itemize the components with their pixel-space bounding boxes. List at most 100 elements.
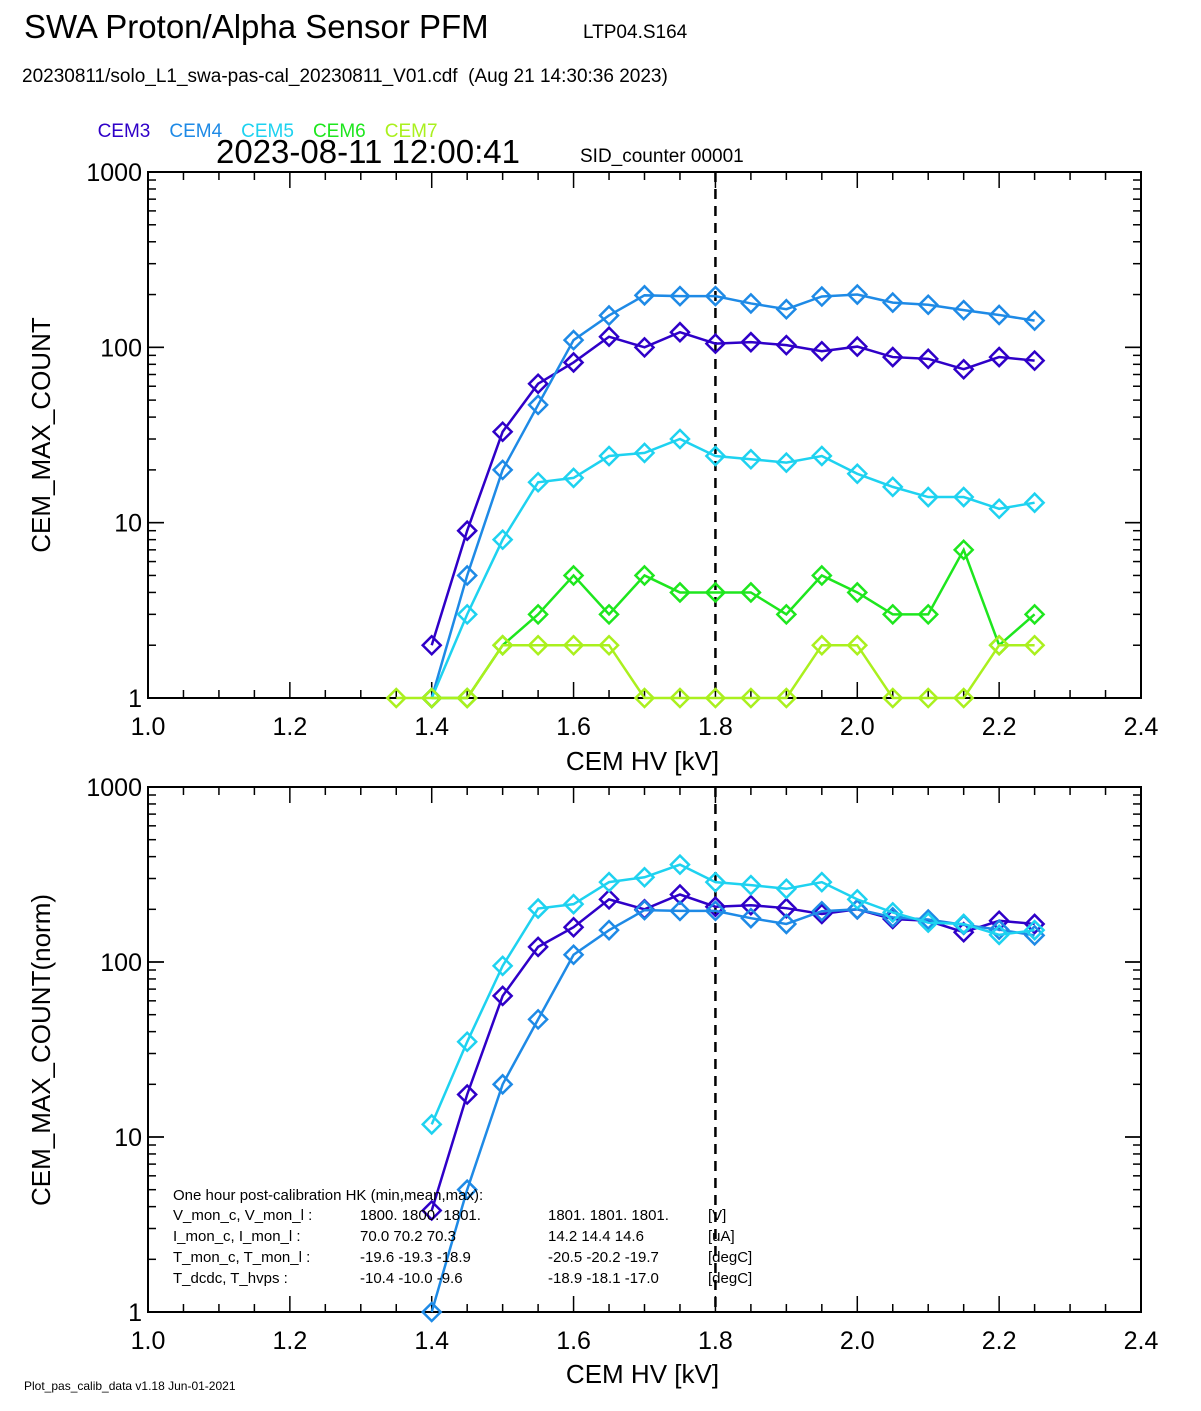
data-point-cem7 [633,687,656,709]
data-point-cem6 [669,581,691,604]
data-point-cem3 [456,1083,478,1106]
data-point-cem5 [917,911,939,934]
y-axis-label: CEM_MAX_COUNT [26,317,56,553]
data-point-cem3 [846,335,869,358]
data-point-cem5 [775,878,798,900]
data-point-cem4 [562,943,585,966]
data-point-cem4 [420,1301,443,1323]
hk-row-label: T_dcdc, T_hvps : [173,1270,288,1287]
x-tick-label: 1.4 [414,1327,449,1355]
data-point-cem5 [633,442,656,464]
legend-entry-cem4: CEM4 [169,121,223,142]
main-title: SWA Proton/Alpha Sensor PFM [24,8,489,45]
data-point-cem5 [562,467,585,489]
data-point-cem4 [527,394,549,416]
data-point-cem4 [988,304,1010,326]
data-point-cem4 [1023,309,1046,332]
data-point-cem7 [527,634,549,656]
data-point-cem5 [1023,491,1046,514]
data-point-cem5 [846,463,869,485]
data-point-cem6 [527,603,549,626]
x-tick-label: 1.6 [556,1327,591,1355]
data-point-cem4 [775,913,798,935]
data-point-cem5 [527,897,549,920]
data-point-cem6 [952,539,975,561]
data-point-cem3 [491,420,514,443]
plot-frame [147,171,1142,699]
x-tick-label: 1.2 [272,713,307,741]
data-point-cem3 [562,351,585,374]
data-point-cem3 [633,336,656,359]
data-point-cem7 [491,634,514,656]
x-tick-label: 1.2 [272,1327,307,1355]
x-tick-label: 1.0 [131,713,166,741]
data-point-cem3 [917,348,939,370]
y-tick-label: 10 [114,510,142,538]
data-point-cem4 [598,304,620,327]
data-point-cem3 [669,321,691,343]
data-point-cem6 [704,581,727,604]
data-point-cem4 [633,899,656,921]
x-axis-label: CEM HV [kV] [566,1359,719,1389]
legend-entry-cem6: CEM6 [312,121,366,142]
data-point-cem4 [775,298,798,320]
x-tick-label: 1.8 [698,713,733,741]
data-point-cem7 [704,687,727,709]
data-point-cem4 [704,900,727,922]
hk-row-l-values: -18.9 -18.1 -17.0 [548,1270,659,1287]
data-point-cem5 [740,874,762,896]
data-point-cem7 [740,687,762,709]
data-point-cem6 [740,581,762,604]
hk-row-label: I_mon_c, I_mon_l : [173,1228,301,1245]
data-point-cem7 [917,687,939,709]
data-point-cem5 [598,445,620,467]
hk-row-unit: [degC] [708,1249,752,1266]
data-point-cem5 [811,871,833,893]
data-point-cem6 [811,564,833,587]
data-point-cem4 [562,329,585,351]
data-point-cem4 [669,900,691,922]
legend-entry-cem7: CEM7 [384,121,438,142]
data-point-cem5 [704,445,727,467]
data-point-cem3 [1023,349,1046,372]
x-tick-label: 2.0 [840,1327,875,1355]
timestamp: 2023-08-11 12:00:41 [216,133,520,170]
data-point-cem7 [881,687,904,709]
data-point-cem4 [846,283,869,306]
data-point-cem4 [598,919,620,941]
data-point-cem5 [704,871,727,893]
data-point-cem6 [633,564,656,587]
data-point-cem7 [669,687,691,709]
data-point-cem5 [846,888,869,911]
hk-row-c-values: 1800. 1800. 1801. [360,1207,481,1224]
data-point-cem7 [846,634,869,656]
x-tick-label: 1.4 [414,713,449,741]
hk-summary: One hour post-calibration HK (min,mean,m… [173,1187,752,1287]
data-point-cem5 [598,871,620,893]
data-point-cem7 [811,634,833,656]
run-id: LTP04.S164 [583,22,688,43]
data-point-cem7 [385,687,408,709]
data-point-cem5 [1023,919,1046,941]
data-point-cem6 [562,564,585,587]
data-point-cem3 [775,897,798,919]
data-point-cem4 [740,907,762,929]
data-point-cem4 [740,292,762,315]
x-tick-label: 2.2 [982,713,1017,741]
data-point-cem6 [775,603,798,626]
data-point-cem5 [952,913,975,935]
series-group [420,853,1046,1323]
data-point-cem3 [598,888,620,911]
data-point-cem3 [704,895,727,918]
x-tick-label: 2.4 [1124,1327,1159,1355]
data-point-cem4 [917,908,939,931]
series-line-cem3 [430,893,1035,1211]
data-point-cem4 [846,898,869,921]
data-point-cem4 [491,459,514,481]
y-tick-label: 1 [128,1299,142,1327]
file-info: 20230811/solo_L1_swa-pas-cal_20230811_V0… [22,66,668,87]
data-point-cem4 [456,1178,478,1201]
data-point-cem3 [598,325,620,348]
sid-counter: SID_counter 00001 [580,146,744,167]
